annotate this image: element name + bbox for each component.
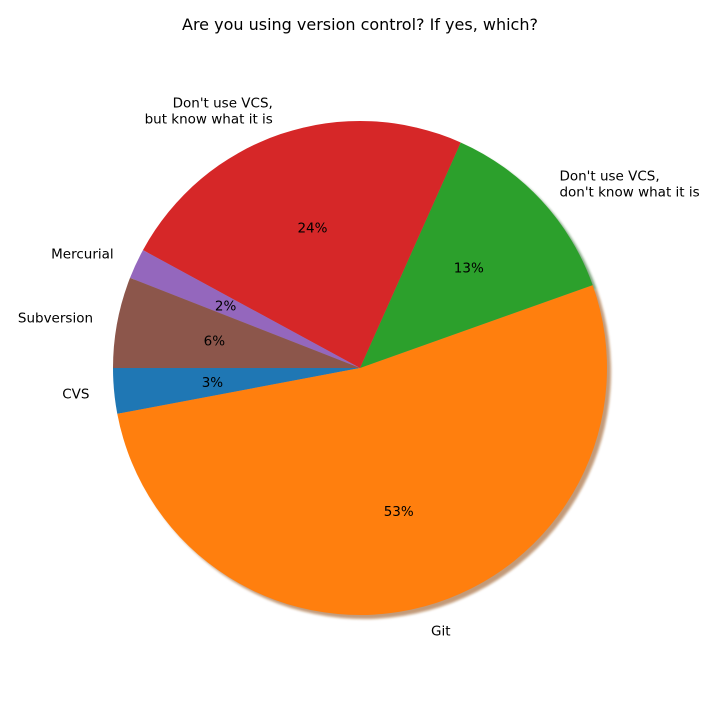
pct-label-git: 53% [384, 504, 414, 520]
pie-labels: 3% CVS 53% Git 13% Don't use VCS, don't know w… [18, 96, 700, 640]
category-label-cvs: CVS [62, 386, 89, 402]
category-label-don-t-use-vcs-don-t-know-what-it-is: Don't use VCS, don't know what it is [559, 168, 699, 200]
category-label-mercurial: Mercurial [51, 246, 114, 262]
pct-label-don-t-use-vcs-don-t-know-what-it-is: 13% [454, 260, 484, 276]
chart-title: Are you using version control? If yes, w… [182, 15, 538, 34]
pie-slices [113, 121, 608, 616]
slice-don-t-use-vcs-but-know-what-it-is [142, 121, 461, 368]
pct-label-subversion: 6% [204, 334, 226, 350]
slice-don-t-use-vcs-don-t-know-what-it-is [360, 142, 593, 368]
slice-subversion [113, 277, 360, 368]
slice-mercurial [130, 250, 360, 368]
category-label-git: Git [431, 623, 451, 639]
category-label-don-t-use-vcs-but-know-what-it-is: Don't use VCS, but know what it is [145, 96, 273, 128]
pct-label-don-t-use-vcs-but-know-what-it-is: 24% [297, 221, 327, 237]
pct-label-mercurial: 2% [215, 298, 237, 314]
slice-git [117, 285, 608, 616]
slice-cvs [113, 368, 360, 414]
category-label-subversion: Subversion [18, 311, 93, 327]
pct-label-cvs: 3% [202, 375, 224, 391]
